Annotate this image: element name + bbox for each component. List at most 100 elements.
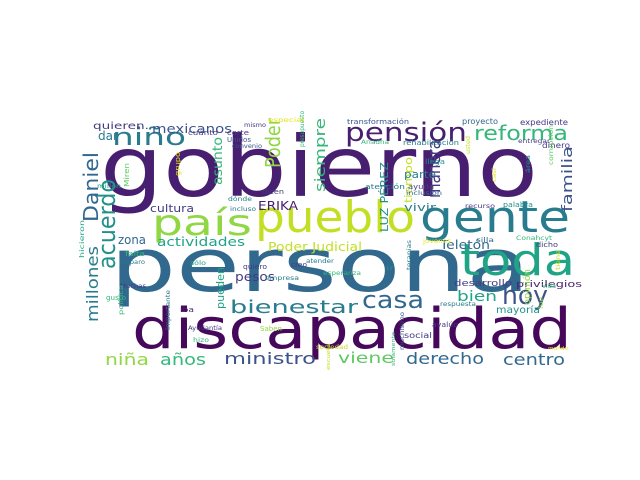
word-76: amparo — [119, 259, 145, 266]
word-99: ir — [386, 265, 395, 272]
word-26: centro — [503, 350, 565, 369]
word-71: incluso — [230, 206, 256, 213]
word-95: vida — [542, 282, 556, 290]
word-24: viene — [338, 349, 394, 367]
word-4: pueblo — [255, 192, 415, 243]
word-7: país — [152, 203, 252, 244]
word-110: fue — [538, 297, 545, 309]
word-88: Saben — [260, 325, 282, 333]
word-45: privilegios — [516, 280, 582, 290]
word-69: dicen — [262, 188, 284, 196]
word-78: quiero — [243, 263, 267, 271]
word-32: cultura — [150, 202, 194, 215]
word-81: Muchas — [120, 283, 146, 290]
word-86: hizo — [193, 337, 209, 344]
word-67: recurso — [465, 203, 495, 210]
word-79: empresa — [265, 275, 299, 282]
word-111: tiene — [555, 250, 562, 270]
word-43: pueden — [214, 267, 227, 309]
word-27: bien — [457, 289, 497, 305]
word-50: expediente — [520, 118, 568, 127]
word-103: corrupción — [548, 125, 555, 165]
word-30: dar — [98, 129, 118, 143]
word-16: Poder — [261, 117, 285, 168]
word-5: gente — [420, 192, 570, 243]
word-29: quieren. — [93, 121, 149, 132]
word-62: área — [525, 155, 532, 173]
word-85: iba — [180, 306, 194, 314]
word-65: atención — [365, 183, 405, 191]
word-54: especial — [268, 117, 304, 124]
word-39: tiempo — [402, 157, 415, 203]
word-83: política — [118, 285, 125, 315]
word-73: Miren — [123, 163, 131, 187]
word-38: LUZ PÉREZ — [378, 161, 391, 232]
word-49: proyecto — [462, 117, 498, 126]
word-104: casi — [491, 168, 498, 182]
word-11: acuerdo — [93, 179, 121, 269]
word-23: años — [160, 350, 206, 369]
word-107: escuela — [326, 344, 332, 370]
word-89: sociedad — [316, 344, 348, 351]
word-15: bienestar — [230, 297, 359, 318]
word-61: dinero — [542, 141, 570, 150]
word-40: parte — [404, 168, 436, 181]
word-18: manera — [424, 140, 445, 198]
word-106: solamente — [391, 332, 397, 366]
word-91: muchísimo — [399, 312, 406, 350]
word-35: Poder Judicial — [268, 240, 362, 254]
word-21: ministro — [224, 349, 316, 368]
word-82: gusto — [106, 294, 126, 302]
word-1: gobierno — [100, 118, 538, 216]
word-51: Ariadna — [361, 139, 389, 146]
word-20: millones — [83, 246, 102, 322]
word-64: ayuda — [408, 183, 434, 191]
word-14: casa — [362, 286, 424, 314]
word-34: actividades — [157, 235, 245, 249]
word-13: hoy — [502, 281, 548, 311]
word-8: pensión — [345, 118, 467, 148]
word-100: jóvenes — [422, 238, 451, 245]
word-59: convenio — [232, 143, 262, 150]
word-47: opinión — [522, 269, 533, 305]
word-37: ERIKA — [258, 199, 299, 213]
word-52: rehabilitación — [403, 139, 459, 147]
word-68: palabra — [503, 201, 533, 209]
word-92: avalúo — [432, 321, 458, 329]
word-48: transformación — [347, 118, 409, 126]
word-53: presupuesto — [299, 111, 306, 147]
word-28: mexicanos — [152, 122, 232, 136]
word-12: Daniel — [79, 152, 103, 222]
word-101: silla — [476, 237, 494, 244]
word-93: dicho — [536, 241, 558, 249]
word-87: Ayudantía — [188, 325, 222, 332]
word-102: Conahcyt — [516, 235, 553, 242]
word-25: derecho — [406, 349, 484, 368]
word-56: cuánto — [188, 129, 218, 137]
word-94: respuesta — [440, 301, 476, 308]
word-109: mundo — [548, 346, 568, 352]
word-9: reforma — [474, 121, 568, 145]
word-17: siempre — [313, 118, 329, 192]
word-80: esperanza — [323, 270, 361, 277]
word-57: corte — [227, 129, 249, 137]
word-77: sólo — [190, 260, 206, 267]
word-3: discapacidad — [132, 297, 572, 362]
word-33: zona — [118, 233, 146, 247]
word-44: desarrollo — [454, 279, 513, 289]
word-98: terapias — [406, 240, 413, 270]
word-60: entregar — [518, 138, 551, 145]
word-10: niño — [112, 123, 186, 151]
word-90: social — [404, 331, 432, 340]
word-36: Teletón — [439, 238, 490, 252]
word-108: usted — [465, 136, 472, 154]
word-74: grupo — [174, 152, 182, 176]
word-19: familia — [560, 146, 576, 212]
word-2: persona — [110, 223, 530, 309]
word-31: asunto — [211, 137, 226, 185]
word-97: atender — [306, 258, 335, 265]
word-105: hicieron — [79, 220, 86, 258]
word-75: falta — [125, 250, 145, 258]
word-6: toda — [460, 235, 575, 286]
